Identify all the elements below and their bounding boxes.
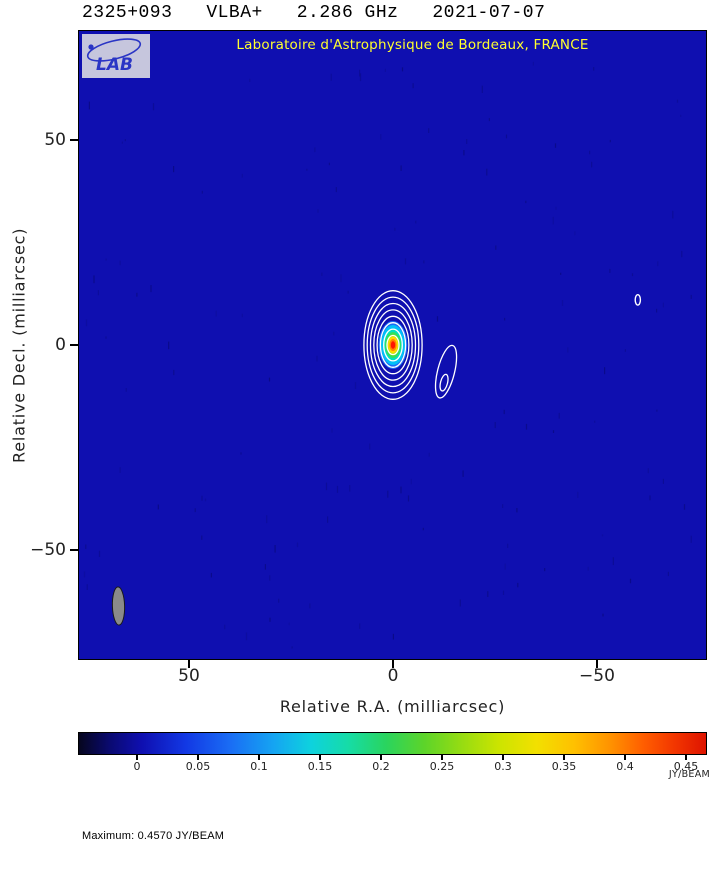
colorbar-tick-label: 0.35 xyxy=(551,760,577,773)
colorbar-tick-label: 0 xyxy=(133,760,141,773)
plot-area: Laboratoire d'Astrophysique de Bordeaux,… xyxy=(78,30,707,660)
core-intensity-ring xyxy=(390,341,396,349)
colorbar-tick-label: 0.05 xyxy=(185,760,211,773)
y-tick-label: −50 xyxy=(30,540,66,560)
colorbar-tick-mark xyxy=(563,755,565,760)
core-contour xyxy=(369,302,417,388)
y-tick-mark xyxy=(70,344,78,346)
lab-logo-graphic: LAB xyxy=(82,34,150,78)
x-axis-label: Relative R.A. (milliarcsec) xyxy=(279,697,506,716)
y-tick-mark xyxy=(70,549,78,551)
core-contour xyxy=(386,334,400,356)
colorbar-tick-label: 0.25 xyxy=(429,760,455,773)
core-contour xyxy=(373,309,413,381)
contour-map-canvas xyxy=(83,37,692,649)
x-tick-mark xyxy=(392,660,394,668)
colorbar-tick-label: 0.1 xyxy=(250,760,268,773)
logo-orbit-icon xyxy=(86,38,142,62)
x-tick-label: 50 xyxy=(178,666,200,686)
x-tick-mark xyxy=(188,660,190,668)
colorbar-tick-label: 0.15 xyxy=(307,760,333,773)
core-contour xyxy=(383,328,403,362)
y-tick-label: 50 xyxy=(44,130,66,150)
logo-text: LAB xyxy=(96,55,133,75)
colorbar-tick-mark xyxy=(624,755,626,760)
y-tick-label: 0 xyxy=(55,335,66,355)
logo-dot-icon xyxy=(88,44,94,50)
colorbar-tick-label: 0.45 xyxy=(673,760,699,773)
colorbar-unit-label: JY/BEAM xyxy=(668,769,710,780)
beam-ellipse xyxy=(111,586,126,626)
maximum-line: Maximum: 0.4570 JY/BEAM xyxy=(82,830,225,842)
colorbar-tick-mark xyxy=(319,755,321,760)
secondary-contour-outer xyxy=(434,344,458,399)
core-contour xyxy=(379,322,407,368)
institute-label: Laboratoire d'Astrophysique de Bordeaux,… xyxy=(236,37,589,53)
x-tick-mark xyxy=(596,660,598,668)
footer-annotations: Maximum: 0.4570 JY/BEAM Contours (%): −0… xyxy=(82,795,407,869)
colorbar-tick-mark xyxy=(441,755,443,760)
colorbar-tick-label: 0.2 xyxy=(372,760,390,773)
colorbar-tick-mark xyxy=(685,755,687,760)
colorbar-tick-mark xyxy=(136,755,138,760)
secondary-contour-inner xyxy=(439,373,449,392)
plot-title: 2325+093 VLBA+ 2.286 GHz 2021-07-07 xyxy=(82,3,546,23)
colorbar-wedge xyxy=(78,732,707,755)
colorbar-tick-mark xyxy=(502,755,504,760)
colorbar-tick-mark xyxy=(197,755,199,760)
x-tick-label: 0 xyxy=(387,666,399,686)
core-contour xyxy=(366,296,420,394)
faint-contour xyxy=(634,293,642,306)
core-contour xyxy=(376,315,410,375)
colorbar-tick-mark xyxy=(380,755,382,760)
core-contour xyxy=(363,290,423,400)
x-tick-label: −50 xyxy=(579,666,615,686)
colorbar-tick-mark xyxy=(258,755,260,760)
colorbar-tick-label: 0.4 xyxy=(616,760,634,773)
colorbar-tick-label: 0.3 xyxy=(494,760,512,773)
y-tick-mark xyxy=(70,139,78,141)
